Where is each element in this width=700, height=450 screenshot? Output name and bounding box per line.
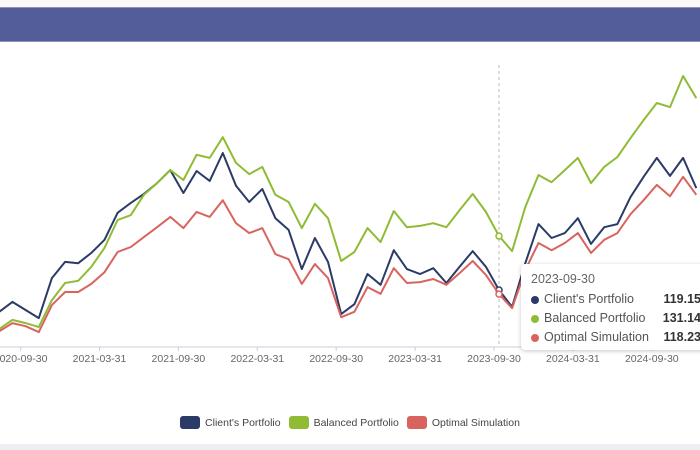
legend-label: Client's Portfolio [205, 416, 281, 429]
x-tick-label: 2022-09-30 [309, 353, 363, 365]
tooltip-label: Optimal Simulation [544, 330, 649, 344]
x-tick-label: 2021-03-31 [73, 353, 127, 365]
client-portfolio-line[interactable] [0, 152, 698, 320]
x-tick-label: 2022-03-31 [230, 353, 284, 365]
balanced-dot-icon [531, 315, 539, 323]
client-dot-icon [531, 296, 539, 304]
x-tick-label: 2020-09-30 [0, 353, 48, 365]
legend-swatch [406, 416, 427, 429]
optimal-dot-icon [531, 334, 539, 342]
tooltip-label: Balanced Portfolio [544, 311, 646, 325]
legend-swatch [180, 416, 201, 429]
legend-item-client[interactable]: Client's Portfolio [180, 416, 281, 429]
tooltip-row-balanced: Balanced Portfolio 131.14 [531, 311, 700, 329]
hover-point [495, 290, 503, 298]
tooltip-row-optimal: Optimal Simulation 118.23 [531, 330, 700, 348]
tooltip-label: Client's Portfolio [544, 292, 634, 306]
x-tick-label: 2021-09-30 [152, 353, 206, 365]
legend-label: Balanced Portfolio [313, 416, 399, 429]
tooltip-value: 119.15 [663, 292, 700, 306]
chart-tooltip: 2023-09-30 Client's Portfolio 119.15 Bal… [521, 264, 700, 350]
x-tick-label: 2024-03-31 [546, 353, 600, 365]
bottom-strip [0, 444, 700, 450]
balanced-portfolio-line-group [0, 75, 698, 330]
tooltip-date: 2023-09-30 [531, 272, 595, 286]
hover-point [495, 232, 503, 240]
tooltip-value: 131.14 [662, 311, 700, 325]
x-tick-label: 2023-03-31 [388, 353, 442, 365]
x-tick-label: 2024-09-30 [625, 353, 679, 365]
optimal-simulation-line[interactable] [0, 175, 698, 334]
legend-label: Optimal Simulation [431, 416, 520, 429]
balanced-portfolio-line[interactable] [0, 75, 698, 330]
legend-swatch [288, 416, 309, 429]
optimal-simulation-line-group [0, 175, 698, 334]
tooltip-row-client: Client's Portfolio 119.15 [531, 292, 700, 310]
chart-legend: Client's Portfolio Balanced Portfolio Op… [0, 416, 700, 429]
top-strip [0, 0, 700, 7]
legend-item-balanced[interactable]: Balanced Portfolio [288, 416, 399, 429]
x-tick-label: 2023-09-30 [467, 353, 521, 365]
tooltip-value: 118.23 [663, 330, 700, 344]
legend-item-optimal[interactable]: Optimal Simulation [406, 416, 520, 429]
panel-header [0, 7, 700, 42]
